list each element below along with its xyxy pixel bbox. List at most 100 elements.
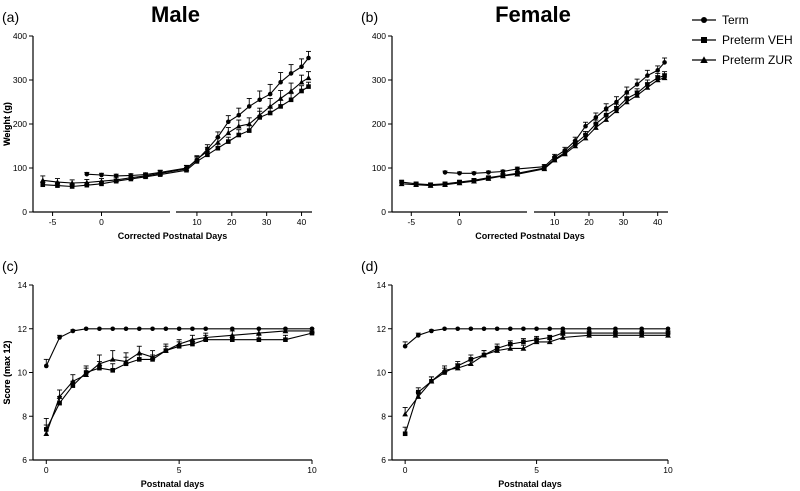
data-point [83, 179, 90, 185]
data-point [288, 97, 294, 103]
x-tick-label: 0 [44, 465, 49, 475]
x-tick-label: 20 [584, 217, 594, 227]
data-point [560, 326, 566, 332]
data-point [277, 95, 284, 101]
data-point [481, 352, 487, 358]
x-tick-label: 30 [262, 217, 272, 227]
data-point [429, 328, 434, 334]
data-point [593, 115, 599, 120]
data-point [257, 97, 262, 103]
x-tick-label: 5 [177, 465, 182, 475]
data-point [69, 180, 76, 186]
data-point [515, 166, 520, 172]
data-point [278, 104, 283, 109]
data-point [402, 411, 409, 417]
data-point [226, 139, 231, 144]
data-point [256, 112, 263, 118]
panel-letter: (c) [2, 258, 18, 274]
data-point [282, 328, 289, 334]
data-point [541, 166, 548, 172]
y-tick-label: 400 [372, 31, 386, 41]
data-point [110, 326, 116, 332]
series-term [43, 326, 315, 369]
data-point [514, 171, 521, 177]
data-point [521, 326, 526, 332]
y-tick-label: 300 [372, 75, 386, 85]
data-point [500, 173, 506, 179]
legend-marker [701, 17, 707, 23]
data-point [454, 365, 461, 371]
y-tick-label: 200 [13, 119, 27, 129]
data-point [215, 145, 221, 151]
data-point [229, 326, 235, 332]
data-point [521, 339, 526, 345]
data-point [127, 174, 134, 180]
legend-item-preterm-veh: Preterm VEH [692, 33, 793, 47]
data-point [57, 400, 62, 406]
data-point [507, 341, 513, 347]
data-point [402, 343, 408, 349]
data-point [442, 326, 447, 332]
y-tick-label: 10 [377, 368, 387, 378]
data-point [267, 103, 274, 109]
data-point [481, 326, 487, 332]
data-point [283, 337, 288, 342]
data-point [176, 326, 182, 332]
y-tick-label: 6 [381, 455, 386, 465]
data-point [560, 330, 566, 336]
data-point [163, 326, 169, 332]
data-point [467, 360, 474, 367]
y-tick-label: 14 [18, 280, 28, 290]
data-point [288, 88, 294, 94]
panel-title: Female [495, 2, 571, 27]
data-point [533, 339, 540, 345]
data-point [486, 170, 491, 175]
x-tick-label: 0 [99, 217, 104, 227]
data-point [43, 363, 49, 369]
legend-label: Preterm VEH [722, 33, 793, 47]
data-point [204, 148, 211, 154]
data-point [190, 326, 195, 332]
legend: Term Preterm VEH Preterm ZUR [692, 13, 793, 67]
data-point [471, 170, 477, 176]
data-point [624, 90, 630, 95]
data-point [255, 330, 262, 336]
y-tick-label: 8 [381, 411, 386, 421]
panel-c-male-score-chart: 6 8 10 12 14 0 5 10 Postnatal days Score (max 12)… [2, 258, 317, 489]
data-point [603, 116, 610, 122]
data-point [136, 357, 142, 362]
data-point [298, 79, 305, 85]
data-point [559, 334, 566, 340]
panel-letter: (a) [2, 9, 19, 25]
data-point [226, 119, 231, 125]
data-point [70, 328, 76, 334]
data-point [494, 326, 500, 332]
y-tick-label: 400 [13, 31, 27, 41]
data-point [278, 79, 283, 85]
series-preterm-zur [43, 328, 315, 437]
series-line [401, 75, 665, 186]
data-point [256, 337, 262, 342]
series-preterm-veh [402, 330, 671, 437]
data-point [623, 99, 630, 105]
data-point [176, 341, 183, 347]
y-tick-label: 0 [22, 207, 27, 217]
data-point [96, 360, 103, 367]
data-point [149, 354, 156, 360]
y-axis-title: Score (max 12) [2, 340, 12, 404]
data-point [398, 180, 405, 187]
y-tick-label: 10 [18, 368, 28, 378]
data-point [136, 349, 143, 356]
panel-a-male-weight-chart: 0 100 200 300 400 -5 0 10 20 30 40 Corrected Postna… [2, 2, 312, 241]
data-point [55, 183, 60, 188]
data-point [69, 184, 75, 189]
data-point [655, 68, 660, 73]
series-term [402, 326, 671, 349]
x-axis-title: Postnatal days [498, 479, 562, 489]
data-point [613, 326, 618, 332]
data-point [485, 175, 492, 181]
y-tick-label: 100 [13, 163, 27, 173]
data-point [99, 172, 104, 178]
data-point [613, 107, 620, 114]
